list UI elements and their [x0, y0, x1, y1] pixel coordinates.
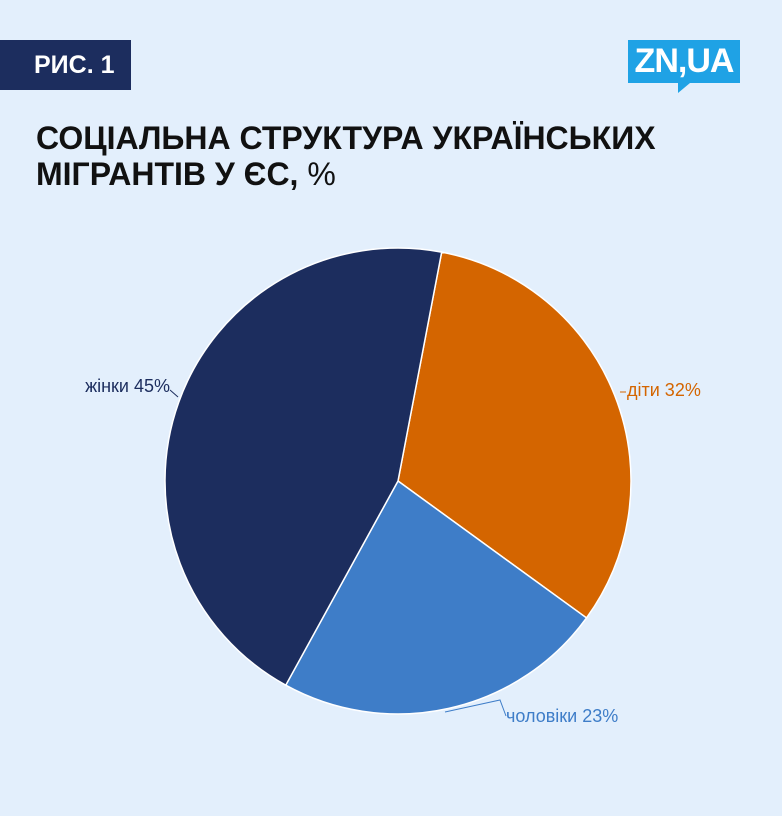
pie-label-3: жінки 45%	[85, 376, 170, 396]
pie-leader-line-3	[169, 389, 179, 398]
pie-label-2: чоловіки 23%	[506, 706, 618, 726]
chart-title-line2: МІГРАНТІВ У ЄС,	[36, 156, 299, 192]
logo-speech-tail	[678, 83, 690, 93]
logo: ZN,UA	[628, 40, 740, 93]
pie-labels: діти 32% чоловіки 23% жінки 45%	[85, 376, 701, 726]
pie-leader-line-2	[444, 699, 507, 717]
pie-slices	[164, 247, 632, 715]
pie-label-1: діти 32%	[627, 380, 701, 400]
figure-badge: РИС. 1	[0, 40, 131, 90]
pie-slice-2	[284, 479, 588, 715]
pie-slice-3	[164, 247, 443, 687]
chart-title: СОЦІАЛЬНА СТРУКТУРА УКРАЇНСЬКИХ МІГРАНТІ…	[36, 120, 656, 192]
chart-title-line1: СОЦІАЛЬНА СТРУКТУРА УКРАЇНСЬКИХ	[36, 120, 656, 156]
chart-title-unit: %	[307, 156, 336, 192]
logo-text: ZN,UA	[628, 40, 740, 83]
pie-slice-1	[397, 251, 632, 620]
